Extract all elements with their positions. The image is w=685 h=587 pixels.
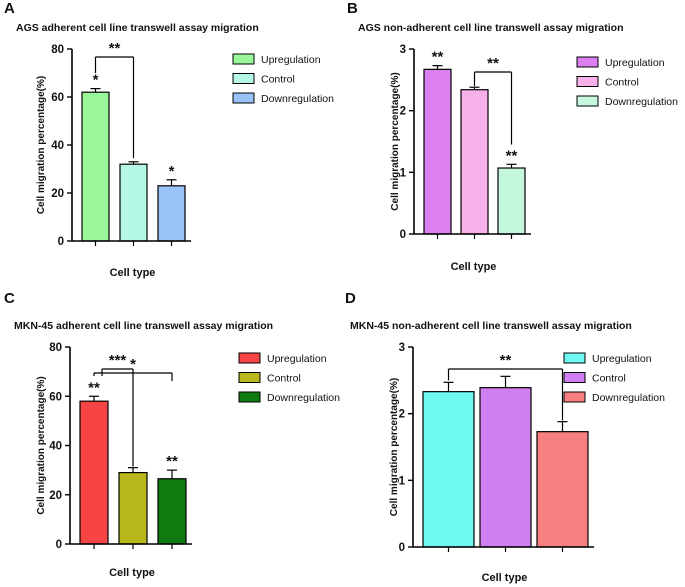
y-tick-label: 60: [49, 391, 62, 403]
panel-letter: A: [4, 0, 15, 17]
legend-label: Control: [261, 74, 295, 86]
bar: [460, 89, 489, 235]
chart-title: MKN-45 adherent cell line transwell assa…: [14, 320, 274, 332]
legend-swatch: [232, 92, 255, 104]
legend-swatch: [563, 352, 586, 364]
y-tick-label: 1: [400, 167, 407, 179]
y-tick-label: 1: [399, 475, 406, 487]
legend-swatch: [232, 53, 255, 65]
significance-label: **: [166, 453, 178, 470]
legend-swatch: [576, 95, 599, 107]
bar: [536, 431, 589, 548]
chart-title: MKN-45 non-adherent cell line transwell …: [350, 320, 632, 332]
bar: [497, 167, 526, 235]
significance-label: **: [506, 147, 518, 164]
panel-letter: D: [345, 290, 356, 307]
legend-swatch: [238, 391, 261, 403]
x-axis-label: Cell type: [451, 261, 497, 273]
legend-label: Downregulation: [605, 96, 678, 108]
legend-label: Upregulation: [605, 57, 665, 69]
y-tick-label: 0: [58, 236, 64, 248]
legend-label: Downregulation: [267, 392, 340, 404]
y-tick-label: 80: [51, 44, 64, 56]
y-axis-label: Cell migration percentage(%): [36, 376, 47, 514]
panel-letter: C: [4, 290, 15, 307]
legend-label: Control: [605, 77, 639, 89]
y-tick-label: 3: [400, 44, 406, 56]
legend-label: Control: [267, 373, 301, 385]
significance-label: *: [169, 163, 175, 180]
bar: [79, 400, 109, 545]
bar: [423, 68, 452, 235]
legend-swatch: [238, 372, 261, 383]
significance-label: *: [93, 72, 99, 89]
bracket-label: **: [500, 352, 512, 369]
bracket-label: *: [130, 356, 136, 373]
bracket-label: ***: [109, 352, 127, 369]
chart-title: AGS non-adherent cell line transwell ass…: [358, 22, 624, 34]
bar: [81, 91, 110, 242]
legend-label: Upregulation: [261, 54, 321, 66]
y-axis-label: Cell migration percentage(%): [36, 76, 47, 214]
bar: [118, 471, 148, 545]
legend-label: Upregulation: [267, 353, 327, 365]
bar: [422, 391, 475, 548]
legend-label: Downregulation: [592, 392, 665, 404]
chart-title: AGS adherent cell line transwell assay m…: [16, 22, 259, 34]
x-axis-label: Cell type: [110, 267, 156, 279]
y-axis-label: Cell migration percentage(%): [390, 72, 401, 210]
y-tick-label: 2: [399, 409, 405, 421]
bracket-label: **: [109, 40, 121, 57]
y-tick-label: 3: [399, 342, 405, 354]
panel-letter: B: [347, 0, 358, 17]
x-axis-label: Cell type: [109, 567, 155, 579]
y-axis-label: Cell migration percentage(%): [389, 378, 400, 516]
y-tick-label: 60: [51, 92, 64, 104]
y-tick-label: 40: [49, 441, 62, 453]
significance-label: **: [432, 49, 444, 66]
y-tick-label: 2: [400, 106, 406, 118]
bar: [157, 478, 187, 545]
legend-label: Control: [592, 373, 626, 385]
y-tick-label: 20: [51, 188, 64, 200]
bracket-label: **: [487, 55, 499, 72]
legend-label: Upregulation: [592, 353, 652, 365]
y-tick-label: 0: [399, 542, 405, 554]
y-tick-label: 0: [400, 229, 406, 241]
legend-swatch: [232, 73, 255, 84]
y-tick-label: 0: [56, 539, 62, 551]
legend-label: Downregulation: [261, 93, 334, 105]
bar: [157, 185, 186, 242]
legend-swatch: [563, 372, 586, 383]
legend-swatch: [576, 56, 599, 68]
y-tick-label: 80: [49, 342, 62, 354]
x-axis-label: Cell type: [482, 572, 528, 584]
bar: [479, 387, 532, 548]
legend-swatch: [563, 391, 586, 403]
legend-swatch: [238, 352, 261, 364]
legend-swatch: [576, 76, 599, 87]
y-tick-label: 20: [49, 490, 62, 502]
y-tick-label: 40: [51, 140, 64, 152]
significance-label: **: [88, 379, 100, 396]
bar: [119, 163, 148, 242]
